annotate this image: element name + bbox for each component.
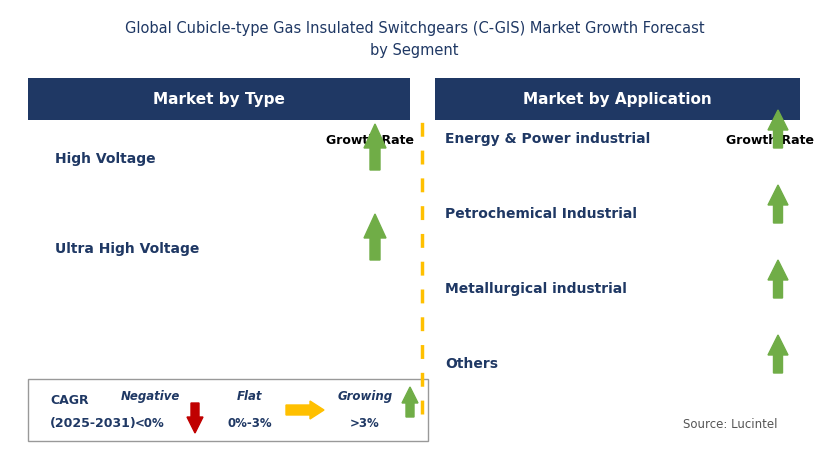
Text: Ultra High Voltage: Ultra High Voltage bbox=[55, 242, 200, 256]
FancyBboxPatch shape bbox=[28, 379, 427, 441]
Text: (2025-2031): (2025-2031) bbox=[50, 417, 137, 430]
Text: Negative: Negative bbox=[120, 390, 180, 403]
Text: 0%-3%: 0%-3% bbox=[228, 417, 272, 430]
Text: Flat: Flat bbox=[237, 390, 262, 403]
Text: by Segment: by Segment bbox=[370, 43, 458, 58]
Polygon shape bbox=[767, 185, 787, 223]
Text: Source: Lucintel: Source: Lucintel bbox=[682, 417, 777, 431]
Text: <0%: <0% bbox=[135, 417, 165, 430]
Text: Market by Type: Market by Type bbox=[153, 91, 285, 106]
Polygon shape bbox=[767, 110, 787, 148]
Text: Metallurgical industrial: Metallurgical industrial bbox=[445, 282, 626, 296]
Polygon shape bbox=[402, 387, 417, 417]
Polygon shape bbox=[363, 214, 386, 260]
Text: Global Cubicle-type Gas Insulated Switchgears (C-GIS) Market Growth Forecast: Global Cubicle-type Gas Insulated Switch… bbox=[124, 21, 704, 36]
Polygon shape bbox=[187, 403, 203, 433]
Text: Growth Rate: Growth Rate bbox=[725, 134, 813, 146]
Text: CAGR: CAGR bbox=[50, 394, 89, 407]
Polygon shape bbox=[767, 335, 787, 373]
Polygon shape bbox=[286, 401, 324, 419]
Text: Growing: Growing bbox=[337, 390, 392, 403]
Text: Others: Others bbox=[445, 357, 498, 371]
Text: >3%: >3% bbox=[349, 417, 379, 430]
Text: High Voltage: High Voltage bbox=[55, 152, 156, 166]
FancyBboxPatch shape bbox=[28, 78, 410, 120]
Text: Energy & Power industrial: Energy & Power industrial bbox=[445, 132, 649, 146]
Text: Market by Application: Market by Application bbox=[522, 91, 711, 106]
Polygon shape bbox=[767, 260, 787, 298]
FancyBboxPatch shape bbox=[435, 78, 799, 120]
Polygon shape bbox=[363, 124, 386, 170]
Text: Growth Rate: Growth Rate bbox=[325, 134, 413, 146]
Text: Petrochemical Industrial: Petrochemical Industrial bbox=[445, 207, 636, 221]
